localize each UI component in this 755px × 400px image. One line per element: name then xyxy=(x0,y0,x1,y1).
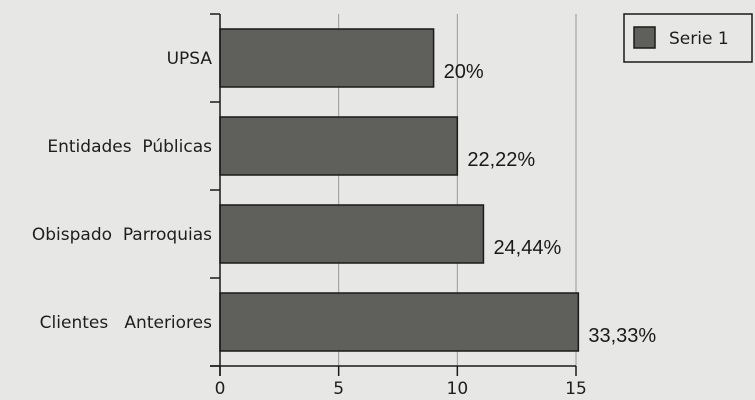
x-tick-label-5: 5 xyxy=(333,379,344,399)
category-label-2: Obispado Parroquias xyxy=(32,225,212,245)
data-label-0: 20% xyxy=(444,61,484,83)
data-labels: 20% 22,22% 24,44% 33,33% xyxy=(444,61,657,347)
category-labels: UPSA Entidades Públicas Obispado Parroquia… xyxy=(32,49,213,333)
data-label-1: 22,22% xyxy=(467,149,535,171)
legend-box xyxy=(623,13,753,63)
bar-1 xyxy=(219,116,459,176)
category-label-0: UPSA xyxy=(167,49,213,69)
legend-swatch xyxy=(633,26,656,49)
data-label-3: 33,33% xyxy=(588,325,656,347)
bar-0 xyxy=(219,28,435,88)
bar-2 xyxy=(219,204,485,264)
x-tick-label-10: 10 xyxy=(447,379,469,399)
x-tick-labels: 0 5 10 15 xyxy=(215,379,587,399)
x-tick-label-15: 15 xyxy=(565,379,587,399)
x-tick-label-0: 0 xyxy=(215,379,226,399)
category-label-3: Clientes Anteriores xyxy=(40,313,212,333)
legend: Serie 1 xyxy=(623,13,753,63)
bar-3 xyxy=(219,292,580,352)
category-label-1: Entidades Públicas xyxy=(47,137,212,157)
data-label-2: 24,44% xyxy=(493,237,561,259)
chart-bars xyxy=(219,28,580,352)
chart-axes xyxy=(210,13,577,376)
legend-label: Serie 1 xyxy=(669,29,729,49)
